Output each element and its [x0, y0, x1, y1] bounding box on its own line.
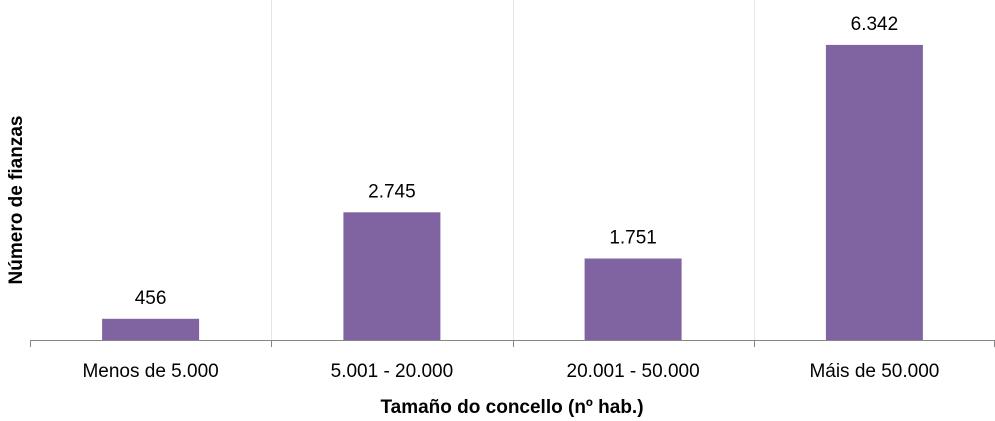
bar	[343, 212, 441, 340]
vertical-gridlines	[271, 0, 755, 340]
bar	[825, 44, 923, 341]
x-tick-label: Máis de 50.000	[809, 361, 939, 382]
y-axis-title: Número de fianzas	[6, 116, 27, 285]
x-tick-label: 5.001 - 20.000	[331, 361, 454, 382]
bars	[102, 44, 923, 341]
data-label: 6.342	[851, 14, 899, 35]
data-label: 2.745	[368, 181, 416, 202]
bar	[102, 318, 200, 340]
x-tick-label: 20.001 - 50.000	[567, 361, 700, 382]
data-label: 1.751	[609, 228, 657, 249]
bar	[584, 258, 682, 340]
x-axis-ticks	[30, 340, 995, 347]
x-tick-labels: Menos de 5.000 5.001 - 20.000 20.001 - 50.…	[82, 361, 939, 382]
x-axis-title: Tamaño do concello (nº hab.)	[380, 397, 643, 418]
data-label: 456	[135, 288, 167, 309]
data-labels: 456 2.745 1.751 6.342	[135, 14, 898, 309]
x-tick-label: Menos de 5.000	[82, 361, 218, 382]
